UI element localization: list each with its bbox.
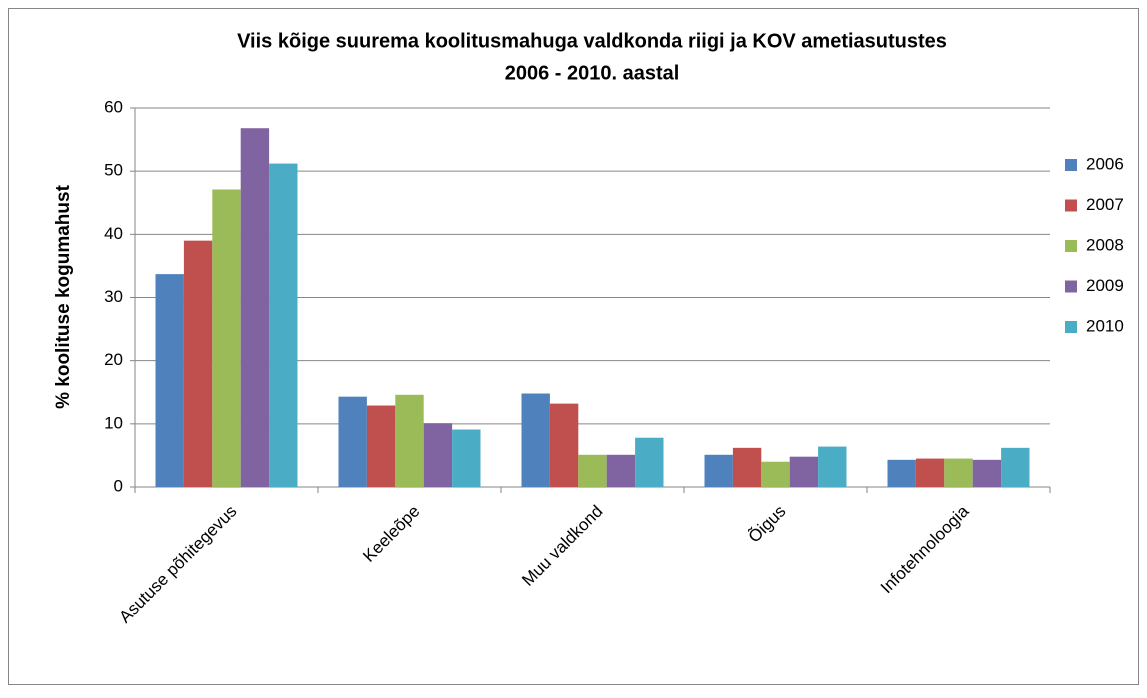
- y-axis-label: % koolituse kogumahust: [53, 184, 74, 408]
- bar: [269, 163, 298, 487]
- bar: [761, 461, 790, 487]
- legend-swatch: [1065, 199, 1077, 212]
- bar: [240, 128, 270, 488]
- y-tick-label: 30: [104, 287, 123, 306]
- bar: [1001, 447, 1030, 487]
- bar: [789, 456, 819, 487]
- legend-label: 2006: [1086, 154, 1124, 173]
- y-tick-label: 60: [104, 97, 123, 116]
- bar: [887, 459, 916, 487]
- bar: [915, 458, 945, 487]
- chart-title: 2006 - 2010. aastal: [505, 62, 680, 84]
- legend-swatch: [1065, 159, 1077, 171]
- legend-label: 2008: [1086, 235, 1124, 254]
- bar: [155, 274, 184, 487]
- legend-swatch: [1065, 240, 1077, 252]
- bar: [972, 459, 1002, 487]
- legend-label: 2010: [1086, 316, 1124, 335]
- legend-swatch: [1065, 280, 1077, 293]
- bar: [944, 458, 973, 487]
- bar: [818, 446, 847, 487]
- legend-label: 2007: [1086, 195, 1124, 214]
- bar: [606, 454, 636, 487]
- y-tick-label: 20: [104, 350, 123, 369]
- bar: [549, 403, 579, 487]
- y-tick-label: 10: [104, 413, 123, 432]
- legend-label: 2009: [1086, 276, 1124, 295]
- bar: [521, 393, 550, 487]
- y-tick-label: 0: [114, 476, 123, 495]
- bar: [423, 423, 453, 487]
- legend-swatch: [1065, 321, 1077, 333]
- bar: [452, 429, 481, 487]
- bar: [338, 396, 367, 487]
- bar: [635, 437, 664, 487]
- bar: [366, 405, 396, 487]
- bar: [212, 189, 241, 488]
- bar: [578, 454, 607, 487]
- y-tick-label: 40: [104, 224, 123, 243]
- bar: [732, 447, 762, 487]
- chart-title: Viis kõige suurema koolitusmahuga valdko…: [237, 30, 947, 52]
- bar: [704, 454, 733, 487]
- y-tick-label: 50: [104, 161, 123, 180]
- bar: [183, 240, 213, 487]
- bar: [395, 394, 424, 487]
